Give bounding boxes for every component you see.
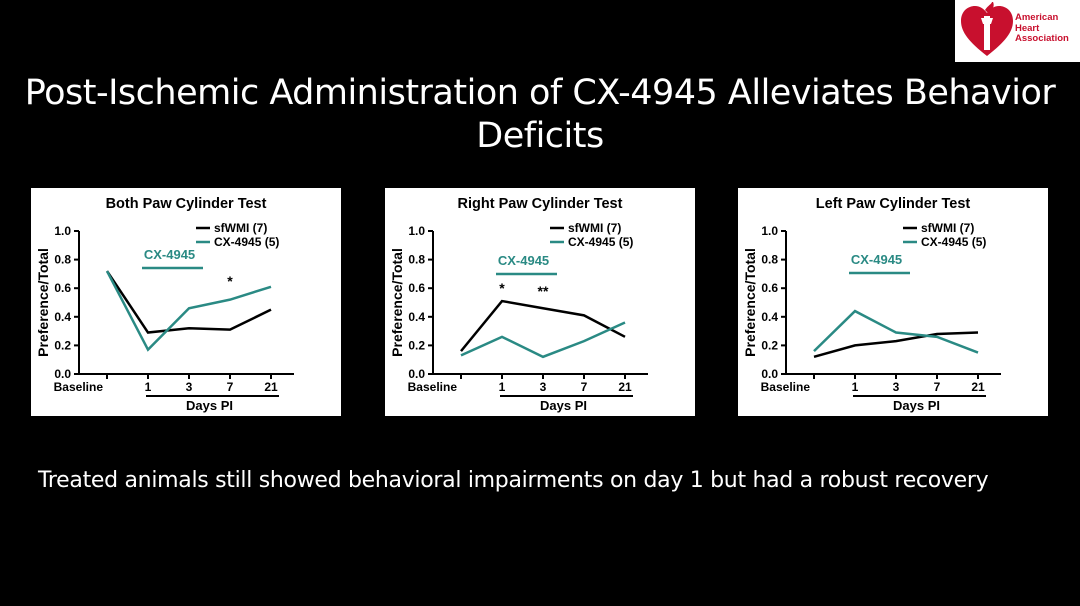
title-line1: Post-Ischemic Administration of CX-4945 … xyxy=(24,73,1056,113)
chart-panel-both-paw: Both Paw Cylinder Test 0.0 0.2 0.4 0.6 0.8 1.0… xyxy=(31,188,341,416)
y-axis-label: Preference/Total xyxy=(742,248,758,357)
y-tick-label: 0.4 xyxy=(408,310,425,324)
aha-logo: American Heart Association xyxy=(955,0,1080,62)
x-tick-label: Baseline xyxy=(761,380,811,394)
title-line2: Deficits xyxy=(476,116,604,156)
x-axis-label: Days PI xyxy=(186,398,233,413)
y-tick-label: 0.8 xyxy=(761,253,778,267)
series-line-sfwmi xyxy=(460,299,626,352)
logo-line1: American xyxy=(1015,12,1059,23)
treatment-label: CX-4945 xyxy=(498,253,549,268)
legend-label: CX-4945 (5) xyxy=(214,235,279,249)
x-tick-label: 7 xyxy=(934,380,941,394)
y-axis-label: Preference/Total xyxy=(389,248,405,357)
y-tick-label: 0.2 xyxy=(54,338,71,352)
x-tick-label: 7 xyxy=(581,380,588,394)
logo-line3: Association xyxy=(1015,33,1069,44)
x-tick-label: 3 xyxy=(893,380,900,394)
chart-both-paw: Both Paw Cylinder Test 0.0 0.2 0.4 0.6 0.8 1.0… xyxy=(35,196,294,413)
y-tick-label: 0.6 xyxy=(54,281,71,295)
chart-panel-left-paw: Left Paw Cylinder Test 0.0 0.2 0.4 0.6 0.8 1.0… xyxy=(738,188,1048,416)
legend-label: CX-4945 (5) xyxy=(921,235,986,249)
y-tick-label: 0.2 xyxy=(761,338,778,352)
significance-marker: * xyxy=(499,280,505,296)
series-line-sfwmi xyxy=(813,331,979,359)
y-tick-label: 0.0 xyxy=(54,367,71,381)
y-tick-label: 0.2 xyxy=(408,338,425,352)
x-tick-label: 1 xyxy=(852,380,859,394)
legend-label: sfWMI (7) xyxy=(568,221,621,235)
slide-title: Post-Ischemic Administration of CX-4945 … xyxy=(0,72,1080,158)
significance-marker: ** xyxy=(538,283,549,299)
series-line-cx4945 xyxy=(460,321,626,359)
logo-line2: Heart xyxy=(1015,22,1040,34)
treatment-label: CX-4945 xyxy=(851,252,902,267)
x-tick-label: 3 xyxy=(186,380,193,394)
y-axis-label: Preference/Total xyxy=(35,248,51,357)
series-line-sfwmi xyxy=(105,270,272,334)
series-line-cx4945 xyxy=(105,270,272,352)
legend-label: CX-4945 (5) xyxy=(568,235,633,249)
x-tick-label: 1 xyxy=(499,380,506,394)
slide-caption: Treated animals still showed behavioral … xyxy=(38,468,989,493)
x-tick-label: Baseline xyxy=(408,380,458,394)
treatment-label: CX-4945 xyxy=(144,247,195,262)
y-tick-label: 0.4 xyxy=(54,310,71,324)
y-tick-label: 0.8 xyxy=(54,253,71,267)
chart-title: Both Paw Cylinder Test xyxy=(106,196,267,212)
chart-left-paw: Left Paw Cylinder Test 0.0 0.2 0.4 0.6 0.8 1.0… xyxy=(742,196,1001,413)
chart-panel-right-paw: Right Paw Cylinder Test 0.0 0.2 0.4 0.6 0.8 1.… xyxy=(385,188,695,416)
y-tick-label: 1.0 xyxy=(408,224,425,238)
x-axis-label: Days PI xyxy=(540,398,587,413)
y-tick-label: 0.6 xyxy=(761,281,778,295)
legend-label: sfWMI (7) xyxy=(214,221,267,235)
x-axis-label: Days PI xyxy=(893,398,940,413)
x-tick-label: 21 xyxy=(971,380,985,394)
y-tick-label: 0.4 xyxy=(761,310,778,324)
x-tick-label: Baseline xyxy=(54,380,104,394)
legend-label: sfWMI (7) xyxy=(921,221,974,235)
y-tick-label: 0.0 xyxy=(408,367,425,381)
x-tick-label: 1 xyxy=(145,380,152,394)
y-tick-label: 0.6 xyxy=(408,281,425,295)
chart-title: Right Paw Cylinder Test xyxy=(458,196,623,212)
x-tick-label: 7 xyxy=(227,380,234,394)
x-tick-label: 3 xyxy=(540,380,547,394)
y-tick-label: 0.8 xyxy=(408,253,425,267)
heart-torch-icon xyxy=(961,2,1013,56)
chart-right-paw: Right Paw Cylinder Test 0.0 0.2 0.4 0.6 0.8 1.… xyxy=(389,196,648,413)
chart-title: Left Paw Cylinder Test xyxy=(816,196,971,212)
significance-marker: * xyxy=(227,273,233,289)
series-line-cx4945 xyxy=(813,309,979,354)
y-tick-label: 1.0 xyxy=(761,224,778,238)
x-tick-label: 21 xyxy=(264,380,278,394)
y-tick-label: 1.0 xyxy=(54,224,71,238)
x-tick-label: 21 xyxy=(618,380,632,394)
y-tick-label: 0.0 xyxy=(761,367,778,381)
